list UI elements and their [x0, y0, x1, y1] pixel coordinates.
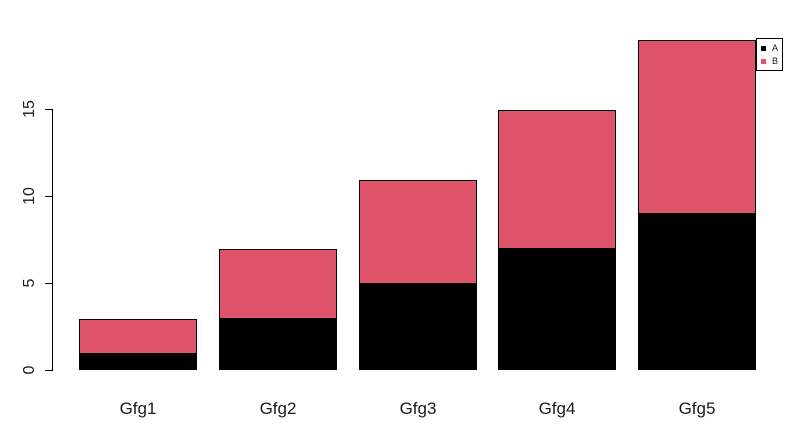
legend: A B	[756, 38, 783, 71]
bar-group-gfg1	[79, 0, 197, 370]
y-tick	[45, 283, 52, 284]
bar-segment-b	[359, 179, 477, 284]
legend-label-a: A	[772, 42, 779, 53]
y-tick-label: 10	[21, 187, 38, 205]
bar-segment-a	[219, 317, 337, 370]
y-axis-line	[52, 109, 53, 371]
legend-swatch-b-icon	[761, 58, 766, 64]
legend-label-b: B	[772, 55, 779, 66]
bar-segment-b	[219, 249, 337, 319]
bar-group-gfg2	[219, 0, 337, 370]
legend-entry-a: A	[761, 42, 782, 53]
x-category-label: Gfg2	[259, 399, 297, 418]
y-tick	[45, 370, 52, 371]
y-tick-label: 15	[21, 100, 38, 118]
x-category-label: Gfg4	[538, 399, 576, 418]
y-tick-label: 5	[21, 278, 38, 288]
bar-segment-a	[79, 352, 197, 370]
y-tick	[45, 196, 52, 197]
bar-group-gfg5	[638, 0, 756, 370]
y-tick-label: 0	[21, 365, 38, 375]
bar-segment-a	[638, 213, 756, 370]
x-category-label: Gfg5	[678, 399, 716, 418]
legend-swatch-a-icon	[761, 45, 766, 51]
bar-segment-b	[79, 318, 197, 354]
bar-segment-a	[359, 283, 477, 370]
bar-segment-b	[498, 110, 616, 250]
bar-segment-a	[498, 248, 616, 370]
y-tick	[45, 109, 52, 110]
bar-segment-b	[638, 40, 756, 215]
bar-group-gfg4	[498, 0, 616, 370]
bar-group-gfg3	[359, 0, 477, 370]
x-category-label: Gfg1	[119, 399, 157, 418]
legend-entry-b: B	[761, 55, 782, 66]
x-category-label: Gfg3	[399, 399, 437, 418]
